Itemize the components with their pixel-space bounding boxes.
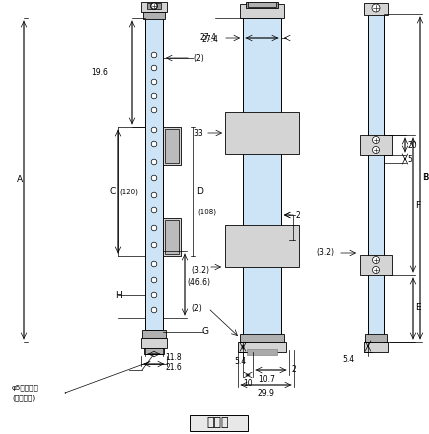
Bar — [247, 349, 277, 355]
Bar — [240, 334, 284, 342]
Circle shape — [151, 307, 157, 313]
Bar — [163, 218, 181, 256]
Text: (2): (2) — [193, 53, 204, 62]
Bar — [365, 334, 387, 342]
Text: (108): (108) — [197, 208, 216, 215]
Text: A: A — [17, 175, 23, 184]
Bar — [147, 3, 161, 9]
Text: (120): (120) — [119, 188, 138, 195]
Circle shape — [151, 175, 157, 181]
Circle shape — [372, 4, 380, 12]
Circle shape — [151, 127, 157, 133]
Bar — [248, 2, 276, 7]
Circle shape — [151, 52, 157, 58]
Circle shape — [151, 107, 157, 113]
Text: 21.6: 21.6 — [165, 362, 182, 372]
Text: 5: 5 — [407, 155, 412, 164]
Bar — [163, 127, 181, 165]
Bar — [165, 129, 179, 163]
Text: H: H — [115, 290, 121, 299]
Bar — [143, 12, 165, 19]
Text: 5.4: 5.4 — [234, 358, 246, 366]
Text: 5.4: 5.4 — [342, 355, 354, 365]
Circle shape — [151, 192, 157, 198]
Bar — [246, 2, 278, 8]
Circle shape — [372, 137, 380, 144]
Bar — [225, 225, 299, 267]
Text: 受光器: 受光器 — [207, 417, 229, 430]
Text: (3.2): (3.2) — [191, 266, 209, 274]
Bar — [360, 255, 392, 275]
Text: (帶黑色線): (帶黑色線) — [12, 395, 35, 401]
Circle shape — [151, 141, 157, 147]
Text: 2: 2 — [295, 210, 300, 220]
Text: 10.7: 10.7 — [259, 375, 275, 385]
Circle shape — [151, 292, 157, 298]
Circle shape — [372, 266, 380, 273]
Circle shape — [151, 79, 157, 85]
Circle shape — [151, 277, 157, 283]
Bar — [240, 4, 284, 18]
Text: 27.4: 27.4 — [201, 36, 218, 45]
Circle shape — [151, 207, 157, 213]
Bar — [141, 2, 167, 12]
Bar — [165, 220, 179, 254]
Circle shape — [151, 261, 157, 267]
Bar — [238, 342, 286, 352]
Bar — [144, 348, 164, 354]
Circle shape — [151, 3, 157, 9]
Text: B: B — [423, 174, 428, 183]
Bar — [364, 3, 388, 15]
Text: G: G — [201, 328, 208, 336]
Text: C: C — [110, 187, 116, 196]
Text: 27.4: 27.4 — [199, 33, 216, 43]
Text: B: B — [422, 174, 428, 183]
Bar — [145, 18, 163, 330]
Bar — [225, 112, 299, 154]
Circle shape — [372, 147, 380, 154]
Text: (46.6): (46.6) — [187, 277, 210, 286]
Text: F: F — [415, 201, 420, 210]
Text: 2: 2 — [291, 365, 296, 375]
Bar — [368, 14, 384, 342]
Text: E: E — [415, 303, 420, 312]
Text: (2): (2) — [191, 303, 202, 312]
Circle shape — [151, 65, 157, 71]
Circle shape — [151, 3, 157, 10]
Bar — [142, 330, 166, 338]
Circle shape — [151, 225, 157, 231]
Circle shape — [151, 93, 157, 99]
Text: 29.9: 29.9 — [257, 388, 275, 398]
Text: 33: 33 — [193, 128, 203, 138]
Bar — [243, 18, 281, 342]
Text: φ5灰色電線: φ5灰色電線 — [12, 385, 39, 391]
Bar — [141, 338, 167, 348]
Bar — [190, 415, 248, 431]
Text: D: D — [196, 187, 203, 196]
Bar — [364, 342, 388, 352]
Text: 20: 20 — [407, 141, 417, 149]
Circle shape — [151, 242, 157, 248]
Text: 19.6: 19.6 — [91, 68, 108, 77]
Text: 10: 10 — [243, 378, 253, 388]
Circle shape — [372, 256, 380, 263]
Bar — [360, 135, 392, 155]
Text: 11.8: 11.8 — [165, 352, 181, 362]
Text: (3.2): (3.2) — [316, 249, 334, 257]
Circle shape — [151, 159, 157, 165]
